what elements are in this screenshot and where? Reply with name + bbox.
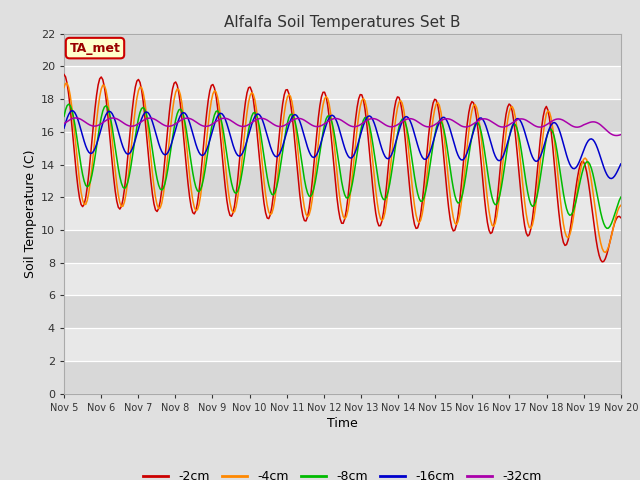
-32cm	[617, 132, 625, 137]
-2cm	[226, 213, 234, 218]
-16cm	[60, 125, 68, 131]
-4cm	[63, 81, 71, 86]
Line: -2cm: -2cm	[64, 74, 621, 262]
-16cm	[607, 176, 615, 181]
Bar	[64, 361, 621, 394]
-4cm	[60, 84, 68, 90]
-8cm	[255, 124, 263, 130]
-16cm	[588, 136, 595, 142]
-32cm	[255, 116, 263, 121]
-32cm	[228, 118, 236, 124]
-32cm	[305, 120, 313, 126]
-4cm	[588, 178, 595, 184]
Bar	[64, 34, 621, 66]
Bar	[64, 263, 621, 295]
Bar	[64, 165, 621, 197]
-16cm	[255, 112, 263, 118]
-8cm	[65, 101, 72, 107]
Bar	[64, 295, 621, 328]
Bar	[64, 328, 621, 361]
Line: -4cm: -4cm	[64, 84, 621, 252]
-16cm	[246, 127, 254, 132]
-4cm	[130, 120, 138, 125]
-32cm	[130, 123, 138, 129]
Line: -32cm: -32cm	[64, 118, 621, 135]
-16cm	[617, 161, 625, 167]
-4cm	[305, 212, 313, 218]
Line: -8cm: -8cm	[64, 104, 621, 228]
-8cm	[588, 165, 595, 171]
-2cm	[303, 214, 311, 220]
-8cm	[617, 194, 625, 200]
-8cm	[603, 226, 611, 231]
-8cm	[228, 180, 236, 186]
-32cm	[72, 115, 80, 121]
Bar	[64, 132, 621, 165]
-4cm	[602, 250, 609, 255]
-32cm	[60, 121, 68, 127]
Bar	[64, 197, 621, 230]
-16cm	[68, 108, 76, 114]
-2cm	[586, 189, 594, 195]
Line: -16cm: -16cm	[64, 111, 621, 179]
-16cm	[130, 142, 138, 147]
Legend: -2cm, -4cm, -8cm, -16cm, -32cm: -2cm, -4cm, -8cm, -16cm, -32cm	[138, 465, 547, 480]
Text: TA_met: TA_met	[70, 42, 120, 55]
-4cm	[228, 207, 236, 213]
-32cm	[612, 132, 620, 138]
-4cm	[617, 203, 625, 208]
-8cm	[305, 193, 313, 199]
Y-axis label: Soil Temperature (C): Soil Temperature (C)	[24, 149, 36, 278]
X-axis label: Time: Time	[327, 417, 358, 430]
-4cm	[255, 132, 263, 138]
Bar	[64, 99, 621, 132]
-2cm	[254, 139, 262, 144]
-32cm	[588, 119, 595, 125]
-2cm	[60, 72, 68, 77]
-2cm	[129, 107, 136, 113]
-2cm	[244, 85, 252, 91]
-16cm	[305, 149, 313, 155]
-8cm	[246, 119, 254, 125]
-4cm	[246, 93, 254, 98]
Bar	[64, 66, 621, 99]
-2cm	[598, 259, 606, 265]
-8cm	[60, 113, 68, 119]
-2cm	[617, 215, 625, 221]
Bar	[64, 230, 621, 263]
-32cm	[246, 121, 254, 127]
-16cm	[228, 137, 236, 143]
-8cm	[130, 144, 138, 150]
Title: Alfalfa Soil Temperatures Set B: Alfalfa Soil Temperatures Set B	[224, 15, 461, 30]
